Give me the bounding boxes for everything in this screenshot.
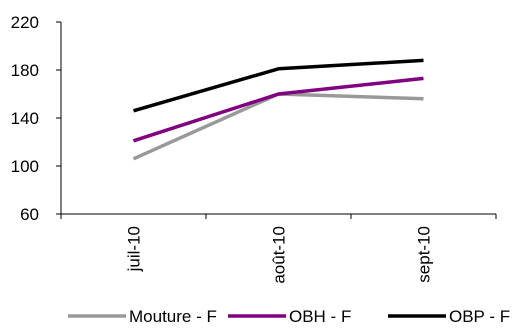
x-axis-tick-labels: juil-10 août-10 sept-10 (125, 226, 434, 284)
series-line-2 (132, 76, 424, 143)
y-tick-label: 180 (11, 61, 39, 80)
y-tick-label: 60 (20, 205, 39, 224)
legend-label: Mouture - F (129, 307, 217, 326)
y-tick-label: 220 (11, 13, 39, 32)
x-tick-label: août-10 (270, 226, 289, 284)
chart-series (132, 58, 424, 161)
chart-legend: Mouture - F OBH - F OBP - F (68, 307, 510, 326)
legend-label: OBP - F (449, 307, 510, 326)
series-line-3 (133, 58, 424, 113)
legend-label: OBH - F (289, 307, 351, 326)
y-tick-label: 140 (11, 109, 39, 128)
y-tick-label: 100 (11, 157, 39, 176)
y-axis-tick-labels: 60 100 140 180 220 (11, 13, 39, 224)
x-tick-label: sept-10 (415, 226, 434, 283)
chart-axes (56, 21, 497, 219)
x-tick-label: juil-10 (125, 226, 144, 272)
